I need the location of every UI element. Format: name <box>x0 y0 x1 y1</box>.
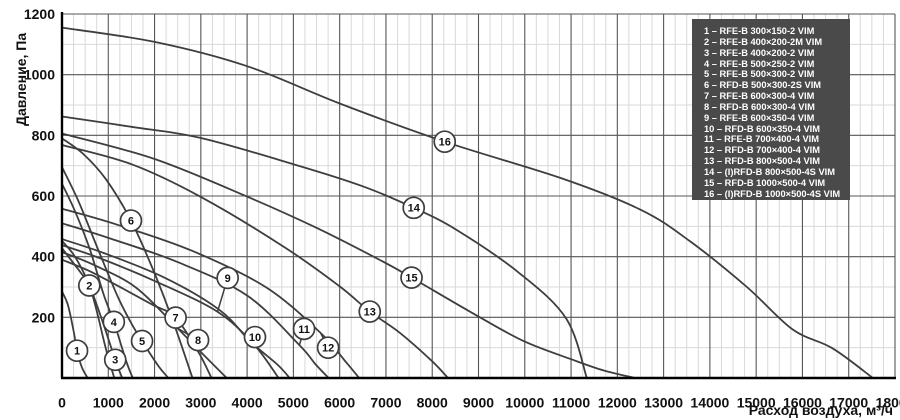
curve-label-circle-1 <box>65 339 89 363</box>
legend-item-2: 2 – RFE-B 400×200-2M VIM <box>704 36 823 47</box>
curve-12 <box>61 207 360 379</box>
legend-item-12: 12 – RFD-B 700×400-4 VIM <box>704 145 821 156</box>
curve-label-circle-8 <box>186 328 210 352</box>
curve-8 <box>61 251 228 379</box>
legend-item-8: 8 – RFD-B 600×300-4 VIM <box>704 101 815 112</box>
y-axis-title: Давление, Па <box>13 33 29 126</box>
curve-7 <box>61 258 213 379</box>
axes <box>60 12 896 380</box>
curve-label-number-4: 4 <box>111 317 118 329</box>
curve-label-circle-13 <box>358 300 382 323</box>
curve-label-circle-11 <box>292 317 316 341</box>
x-tick-label: 12000 <box>598 394 637 410</box>
curve-label-circle-9 <box>216 266 240 290</box>
x-tick-label: 10000 <box>505 394 544 410</box>
x-tick-label: 2000 <box>139 394 170 410</box>
curve-label-circle-2 <box>77 274 101 297</box>
y-tick-label: 1200 <box>24 6 55 22</box>
x-tick-label: 4000 <box>232 394 263 410</box>
x-tick-label: 7000 <box>370 394 401 410</box>
legend: 1 – RFE-B 300×150-2 VIM 2 – RFE-B 400×200… <box>692 19 850 200</box>
x-tick-label: 1000 <box>93 394 124 410</box>
curve-label-number-13: 13 <box>364 306 376 318</box>
curve-label-number-10: 10 <box>249 332 261 344</box>
x-tick-label: 0 <box>58 394 66 410</box>
legend-item-5: 5 – RFE-B 500×300-2 VIM <box>704 69 815 80</box>
curve-label-number-5: 5 <box>139 336 145 348</box>
curve-13 <box>61 144 449 379</box>
y-tick-label: 800 <box>32 127 56 143</box>
legend-item-1: 1 – RFE-B 300×150-2 VIM <box>704 26 815 36</box>
x-tick-label: 3000 <box>185 394 216 410</box>
legend-item-7: 7 – RFE-B 600×300-4 VIM <box>704 91 815 102</box>
curve-14 <box>61 115 588 379</box>
curve-label-number-7: 7 <box>173 313 179 325</box>
curve-label-number-6: 6 <box>128 215 134 227</box>
curve-label-number-2: 2 <box>86 280 92 292</box>
legend-item-4: 4 – RFE-B 500×250-2 VIM <box>704 58 815 69</box>
curve-label-circle-12 <box>316 336 340 360</box>
x-tick-label: 16000 <box>783 394 822 410</box>
curve-16 <box>61 26 874 379</box>
curve-label-circle-6 <box>119 209 143 232</box>
curve-label-number-14: 14 <box>408 203 421 215</box>
curve-label-circle-14 <box>402 196 426 220</box>
curve-label-number-11: 11 <box>298 324 310 336</box>
curve-label-number-1: 1 <box>74 346 80 358</box>
curve-label-number-16: 16 <box>439 137 451 149</box>
x-tick-label: 14000 <box>690 394 729 410</box>
curve-label-number-8: 8 <box>195 335 201 347</box>
legend-item-16: 16 – (I)RFD-B 1000×500-4S VIM <box>704 188 841 199</box>
curve-11 <box>61 222 330 379</box>
y-tick-label: 400 <box>32 249 56 265</box>
curve-5 <box>61 166 170 379</box>
curve-label-circle-5 <box>130 329 154 353</box>
curve-10 <box>61 238 291 379</box>
legend-item-3: 3 – RFE-B 400×200-2 VIM <box>704 47 815 58</box>
legend-item-15: 15 – RFD-B 1000×500-4 VIM <box>704 177 826 188</box>
x-tick-label: 18000 <box>876 394 900 410</box>
legend-item-9: 9 – RFE-B 600×350-4 VIM <box>704 112 815 123</box>
curve-label-number-12: 12 <box>322 343 334 355</box>
x-tick-label: 8000 <box>417 394 448 410</box>
y-tick-label: 1000 <box>24 67 55 83</box>
curve-label-circle-16 <box>433 130 457 154</box>
legend-item-13: 13 – RFD-B 800×500-4 VIM <box>704 156 821 167</box>
y-tick-label: 600 <box>32 188 56 204</box>
x-tick-label: 17000 <box>829 394 868 410</box>
legend-item-14: 14 – (I)RFD-B 800×500-4S VIM <box>704 166 835 177</box>
x-axis-title: Расход воздуха, м³/ч <box>749 402 893 418</box>
curve-label-circle-4 <box>102 310 126 334</box>
x-tick-label: 15000 <box>737 394 776 410</box>
curve-label-circle-10 <box>243 325 267 349</box>
curve-label-number-15: 15 <box>405 272 417 284</box>
curve-label-number-3: 3 <box>112 355 118 367</box>
curve-label-number-9: 9 <box>225 273 231 285</box>
curve-label-circle-3 <box>103 348 127 372</box>
curve-label-circle-15 <box>400 266 423 289</box>
curve-1 <box>61 290 89 379</box>
legend-item-6: 6 – RFD-B 500×300-2S VIM <box>704 80 822 91</box>
x-tick-label: 5000 <box>278 394 309 410</box>
curve-label-circle-7 <box>164 306 187 329</box>
curves <box>61 26 874 379</box>
x-tick-label: 13000 <box>644 394 683 410</box>
y-tick-label: 200 <box>32 309 56 325</box>
curve-4 <box>61 182 134 379</box>
x-tick-label: 6000 <box>324 394 355 410</box>
legend-item-10: 10 – RFD-B 600×350-4 VIM <box>704 123 821 134</box>
x-tick-label: 9000 <box>463 394 494 410</box>
tick-labels: 0 1000 2000 3000 4000 5000 6000 7000 8000 9000 100… <box>24 6 900 410</box>
legend-item-11: 11 – RFE-B 700×400-4 VIM <box>704 134 819 145</box>
x-tick-label: 11000 <box>552 394 590 410</box>
